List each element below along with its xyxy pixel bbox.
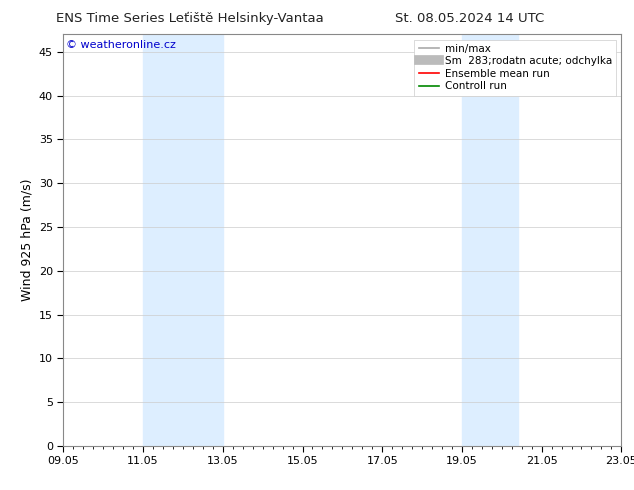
Text: St. 08.05.2024 14 UTC: St. 08.05.2024 14 UTC	[394, 12, 544, 25]
Y-axis label: Wind 925 hPa (m/s): Wind 925 hPa (m/s)	[20, 179, 34, 301]
Legend: min/max, Sm  283;rodatn acute; odchylka, Ensemble mean run, Controll run: min/max, Sm 283;rodatn acute; odchylka, …	[415, 40, 616, 96]
Bar	[462, 34, 518, 446]
Bar	[143, 34, 223, 446]
Text: ENS Time Series Leťiště Helsinky-Vantaa: ENS Time Series Leťiště Helsinky-Vantaa	[56, 12, 324, 25]
Text: © weatheronline.cz: © weatheronline.cz	[66, 41, 176, 50]
